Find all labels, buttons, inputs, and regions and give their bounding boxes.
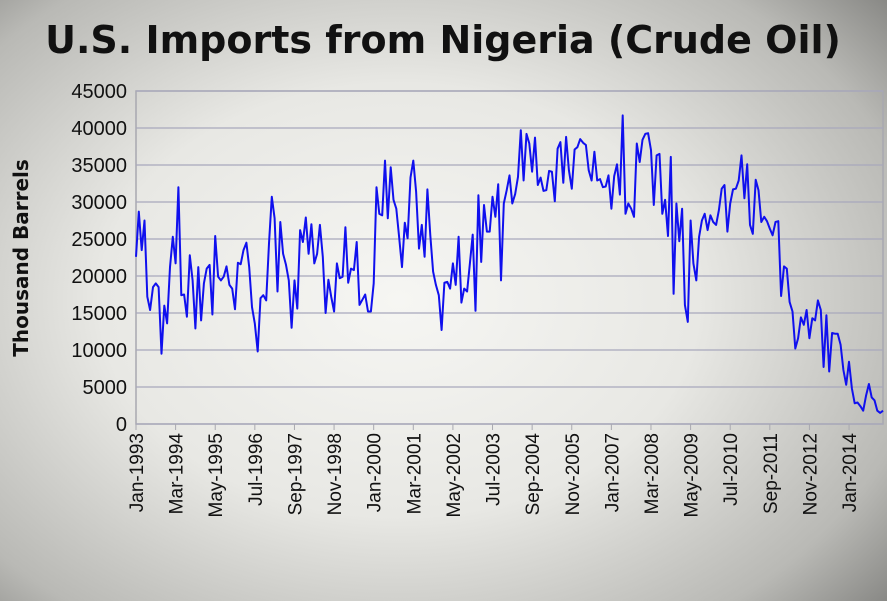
x-tick-label: May-2002 <box>444 433 465 518</box>
x-tick-label: May-2009 <box>682 433 703 518</box>
y-tick-label: 5000 <box>83 377 128 399</box>
y-axis-label: Thousand Barrels <box>9 159 33 357</box>
x-tick-label: Nov-2005 <box>563 433 584 515</box>
y-tick-label: 25000 <box>71 229 127 251</box>
chart-title: U.S. Imports from Nigeria (Crude Oil) <box>45 18 841 62</box>
x-tick-label: Sep-2011 <box>761 433 782 514</box>
x-tick-label: Jan-2014 <box>840 433 861 513</box>
x-tick-label: Mar-2001 <box>404 433 425 514</box>
x-tick-label: Jan-2007 <box>602 433 623 512</box>
series-line-crude-oil-imports <box>135 114 884 414</box>
y-axis-ticks: 0 5000 10000 15000 20000 25000 30000 35000 40000… <box>71 81 127 436</box>
y-tick-label: 10000 <box>71 340 127 362</box>
x-tick-label: Jul-2003 <box>484 433 505 506</box>
x-tick-label: Sep-2004 <box>523 433 544 516</box>
x-tick-label: Mar-2008 <box>642 433 663 514</box>
x-tick-label: Nov-1998 <box>325 433 346 515</box>
y-tick-label: 0 <box>116 414 127 436</box>
x-tick-label: Mar-1994 <box>167 433 188 515</box>
x-tick-label: Jul-1996 <box>246 433 267 506</box>
y-tick-label: 15000 <box>71 303 127 325</box>
x-tick-label: Jul-2010 <box>721 433 742 506</box>
x-axis-ticks: Jan-1993 Mar-1994 May-1995 Jul-1996 Sep-1997… <box>127 424 861 518</box>
y-tick-label: 20000 <box>71 266 127 288</box>
y-tick-label: 30000 <box>71 192 127 214</box>
x-tick-label: Jan-1993 <box>127 433 148 512</box>
y-tick-label: 35000 <box>71 155 127 177</box>
x-tick-label: Jan-2000 <box>365 433 386 512</box>
y-tick-label: 40000 <box>71 118 127 140</box>
x-tick-label: Nov-2012 <box>800 433 821 515</box>
y-tick-label: 45000 <box>71 81 127 103</box>
x-tick-label: Sep-1997 <box>285 433 306 515</box>
x-tick-label: May-1995 <box>206 433 227 518</box>
